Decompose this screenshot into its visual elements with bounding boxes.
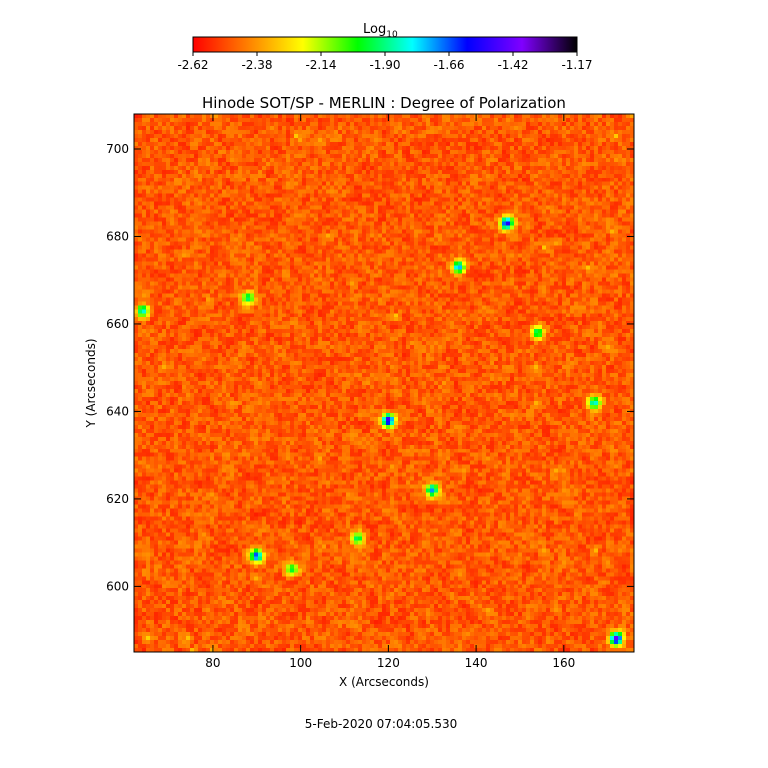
colorbar-ticks: -2.62 -2.38 -2.14 -1.90 -1.66 -1.42 -1.17 bbox=[177, 52, 593, 72]
x-tick-label: 80 bbox=[205, 656, 220, 670]
colorbar-tick-label: -2.14 bbox=[305, 58, 336, 72]
colorbar: Log10 -2.62 -2.38 -2.14 -1.90 -1.66 -1.42 -1.1… bbox=[177, 22, 592, 72]
colorbar-tick-label: -1.66 bbox=[433, 58, 464, 72]
x-tick-label: 120 bbox=[377, 656, 400, 670]
colorbar-tick-label: -1.42 bbox=[497, 58, 528, 72]
plot-frame bbox=[133, 113, 635, 653]
y-tick-label: 620 bbox=[106, 492, 129, 506]
colorbar-tick-label: -1.90 bbox=[369, 58, 400, 72]
colorbar-gradient bbox=[193, 37, 577, 52]
colorbar-tick-label: -1.17 bbox=[561, 58, 592, 72]
x-tick-label: 100 bbox=[289, 656, 312, 670]
x-axis-ticks: 80 100 120 140 160 bbox=[205, 114, 575, 670]
y-tick-label: 680 bbox=[106, 229, 129, 243]
chart-title: Hinode SOT/SP - MERLIN : Degree of Polar… bbox=[202, 94, 566, 112]
heatmap-image bbox=[134, 114, 634, 652]
y-axis-ticks: 600 620 640 660 680 700 bbox=[106, 142, 634, 593]
y-tick-label: 660 bbox=[106, 317, 129, 331]
colorbar-tick-label: -2.38 bbox=[241, 58, 272, 72]
y-tick-label: 640 bbox=[106, 404, 129, 418]
y-tick-label: 600 bbox=[106, 579, 129, 593]
y-axis-label: Y (Arcseconds) bbox=[84, 338, 98, 428]
colorbar-title: Log10 bbox=[363, 22, 398, 40]
plot-area: 80 100 120 140 160 600 620 640 660 680 700 bbox=[106, 113, 635, 670]
x-axis-label: X (Arcseconds) bbox=[339, 675, 429, 689]
colorbar-tick-label: -2.62 bbox=[177, 58, 208, 72]
x-tick-label: 160 bbox=[552, 656, 575, 670]
y-tick-label: 700 bbox=[106, 142, 129, 156]
timestamp: 5-Feb-2020 07:04:05.530 bbox=[305, 717, 458, 731]
x-tick-label: 140 bbox=[465, 656, 488, 670]
